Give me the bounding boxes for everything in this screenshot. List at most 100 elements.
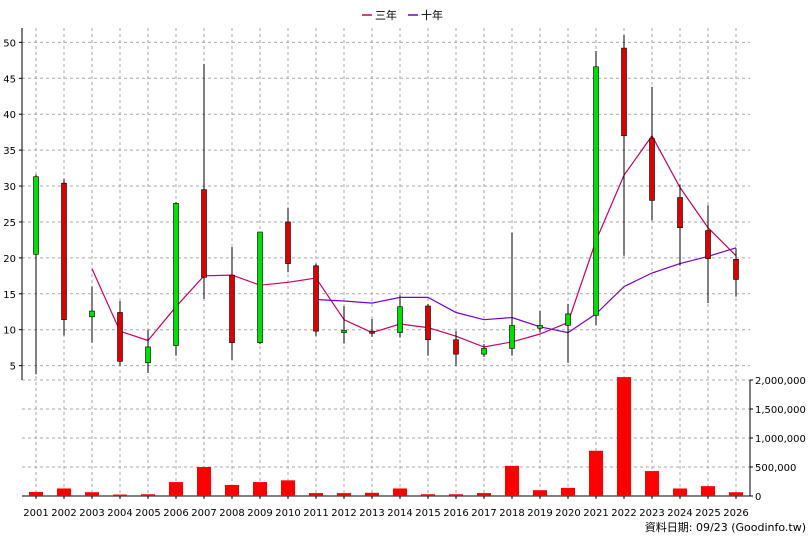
volume-bar <box>673 488 687 496</box>
year-tick-label: 2015 <box>415 508 440 519</box>
price-tick-label: 5 <box>10 362 16 373</box>
candles <box>33 35 739 375</box>
volume-bar <box>113 494 127 496</box>
candle-body <box>257 231 263 343</box>
legend: 三年 十年 <box>362 8 443 22</box>
year-tick-label: 2016 <box>443 508 468 519</box>
volume-axis-ticks: 0 500,000 1,000,000 1,500,000 2,000,000 <box>750 376 806 503</box>
volume-tick-label: 1,500,000 <box>755 405 806 416</box>
volume-bar <box>29 491 43 496</box>
year-tick-label: 2001 <box>23 508 48 519</box>
volume-bar <box>645 471 659 496</box>
year-tick-label: 2013 <box>359 508 384 519</box>
candle-body <box>649 138 655 201</box>
price-tick-label: 15 <box>3 290 16 301</box>
price-tick-label: 25 <box>3 218 16 229</box>
volume-tick-label: 0 <box>755 492 761 503</box>
candle-body <box>509 325 515 349</box>
candle-body <box>565 313 571 326</box>
candle-body <box>285 221 291 264</box>
candle-body <box>89 310 95 318</box>
candle-body <box>733 259 739 280</box>
volume-bar <box>169 482 183 496</box>
year-tick-label: 2008 <box>219 508 244 519</box>
year-tick-label: 2011 <box>303 508 328 519</box>
price-tick-label: 35 <box>3 146 16 157</box>
volume-tick-label: 2,000,000 <box>755 376 806 387</box>
ma-line-三年 <box>91 134 737 348</box>
volume-bar <box>309 493 323 496</box>
year-tick-label: 2020 <box>555 508 580 519</box>
year-tick-label: 2004 <box>107 508 132 519</box>
year-tick-label: 2019 <box>527 508 552 519</box>
volume-bar <box>477 493 491 496</box>
volume-bar <box>505 465 519 496</box>
plot-frame <box>21 28 751 497</box>
volume-bar <box>365 492 379 496</box>
year-tick-label: 2003 <box>79 508 104 519</box>
volume-bar <box>421 494 435 496</box>
candle-body <box>341 330 347 333</box>
candle-body <box>61 182 67 320</box>
price-tick-label: 50 <box>3 38 16 49</box>
volume-bar <box>617 377 631 496</box>
price-tick-label: 45 <box>3 74 16 85</box>
candle-body <box>453 339 459 355</box>
volume-bar <box>197 467 211 496</box>
year-tick-label: 2012 <box>331 508 356 519</box>
volume-bar <box>337 493 351 496</box>
year-tick-label: 2014 <box>387 508 412 519</box>
year-tick-label: 2006 <box>163 508 188 519</box>
candle-body <box>369 330 375 334</box>
candle-body <box>173 202 179 346</box>
year-tick-label: 2007 <box>191 508 216 519</box>
year-tick-label: 2009 <box>247 508 272 519</box>
year-tick-label: 2002 <box>51 508 76 519</box>
candle-body <box>425 305 431 341</box>
candle-body <box>593 66 599 316</box>
price-axis-ticks: 5 10 15 20 25 30 35 40 45 50 <box>3 38 22 373</box>
year-tick-label: 2005 <box>135 508 160 519</box>
year-tick-label: 2024 <box>667 508 692 519</box>
volume-tick-label: 500,000 <box>755 463 796 474</box>
volume-bars <box>29 377 743 496</box>
volume-bar <box>533 490 547 496</box>
candle-body <box>705 230 711 259</box>
year-tick-label: 2023 <box>639 508 664 519</box>
year-tick-label: 2022 <box>611 508 636 519</box>
volume-bar <box>701 486 715 496</box>
candle-body <box>201 189 207 278</box>
legend-label: 十年 <box>421 8 443 22</box>
volume-bar <box>225 484 239 496</box>
candle-body <box>313 265 319 332</box>
volume-bar <box>281 480 295 496</box>
price-tick-label: 10 <box>3 326 16 337</box>
candle-body <box>229 274 235 343</box>
volume-bar <box>589 450 603 496</box>
year-tick-label: 2018 <box>499 508 524 519</box>
volume-tick-label: 1,000,000 <box>755 434 806 445</box>
candle-body <box>33 176 39 255</box>
volume-bar <box>449 494 463 496</box>
year-tick-label: 2026 <box>723 508 748 519</box>
volume-bar <box>85 492 99 496</box>
volume-bar <box>561 487 575 496</box>
ma-line-十年 <box>315 247 737 334</box>
gridlines <box>22 28 750 496</box>
candle-body <box>117 312 123 362</box>
legend-label: 三年 <box>375 8 397 22</box>
volume-bar <box>253 482 267 496</box>
volume-bar <box>141 494 155 496</box>
candle-body <box>537 325 543 329</box>
footer-source: 資料日期: 09/23 (Goodinfo.tw) <box>645 520 806 534</box>
year-tick-label: 2017 <box>471 508 496 519</box>
candle-body <box>677 197 683 229</box>
volume-bar <box>57 488 71 496</box>
candle-body <box>621 47 627 137</box>
volume-bar <box>729 492 743 496</box>
price-tick-label: 30 <box>3 182 16 193</box>
price-tick-label: 40 <box>3 110 16 121</box>
candle-body <box>145 346 151 364</box>
candle-body <box>397 306 403 333</box>
